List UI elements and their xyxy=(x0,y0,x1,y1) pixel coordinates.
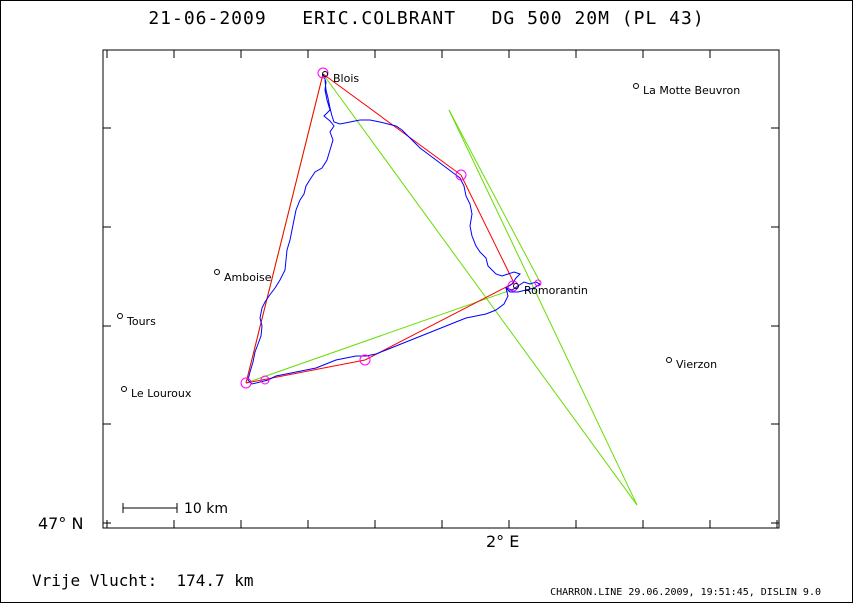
town-blois: Blois xyxy=(322,71,359,85)
town-label: Tours xyxy=(126,315,156,328)
optimised-leg-2 xyxy=(448,109,638,506)
town-label: Romorantin xyxy=(524,284,588,297)
optimised-leg-3 xyxy=(448,109,541,283)
town-marker-icon xyxy=(322,71,328,77)
town-marker-icon xyxy=(633,83,639,89)
town-markers: Blois La Motte Beuvron Amboise Tours Le … xyxy=(117,71,740,400)
optimised-leg-4 xyxy=(245,288,515,384)
turnpoint-circle xyxy=(359,354,371,366)
town-marker-icon xyxy=(117,313,123,319)
town-marker-icon xyxy=(513,283,519,289)
distance-value: 174.7 km xyxy=(176,571,254,590)
turnpoint-circle xyxy=(240,377,252,389)
town-marker-icon xyxy=(121,386,127,392)
flight-track-local xyxy=(505,281,541,293)
town-vierzon: Vierzon xyxy=(666,357,717,371)
plot-frame xyxy=(102,49,780,529)
town-label: La Motte Beuvron xyxy=(643,84,740,97)
town-tours: Tours xyxy=(117,313,156,328)
task-leg-2 xyxy=(460,174,515,284)
latitude-label: 47° N xyxy=(38,514,84,533)
flight-track xyxy=(247,73,521,385)
town-label: Le Louroux xyxy=(131,387,192,400)
town-marker-icon xyxy=(666,357,672,363)
town-le-louroux: Le Louroux xyxy=(121,386,192,400)
optimised-leg-1 xyxy=(322,73,638,506)
longitude-label: 2° E xyxy=(486,532,520,551)
town-la-motte-beuvron: La Motte Beuvron xyxy=(633,83,740,97)
task-leg-4 xyxy=(245,359,366,384)
town-romorantin: Romorantin xyxy=(513,283,588,297)
turnpoint-circle xyxy=(455,169,467,181)
footer-info: CHARRON.LINE 29.06.2009, 19:51:45, DISLI… xyxy=(550,587,821,598)
town-label: Blois xyxy=(333,72,359,85)
town-amboise: Amboise xyxy=(214,269,272,284)
scale-bar: 10 km xyxy=(122,501,228,517)
task-leg-5 xyxy=(245,73,324,384)
turnpoint-circle xyxy=(317,67,329,79)
turnpoint-circle xyxy=(534,279,542,287)
town-label: Vierzon xyxy=(676,358,717,371)
town-marker-icon xyxy=(214,269,220,275)
page-title: 21-06-2009 ERIC.COLBRANT DG 500 20M (PL … xyxy=(148,8,705,29)
scale-bar-label: 10 km xyxy=(184,501,228,517)
distance-label: Vrije Vlucht: xyxy=(32,571,158,590)
task-route xyxy=(245,73,515,384)
turnpoints xyxy=(240,67,542,389)
task-leg-3 xyxy=(364,282,515,361)
axis-ticks xyxy=(103,50,779,528)
town-label: Amboise xyxy=(224,271,272,284)
distance-readout: Vrije Vlucht: 174.7 km xyxy=(32,571,254,590)
turnpoint-circle xyxy=(260,375,270,385)
